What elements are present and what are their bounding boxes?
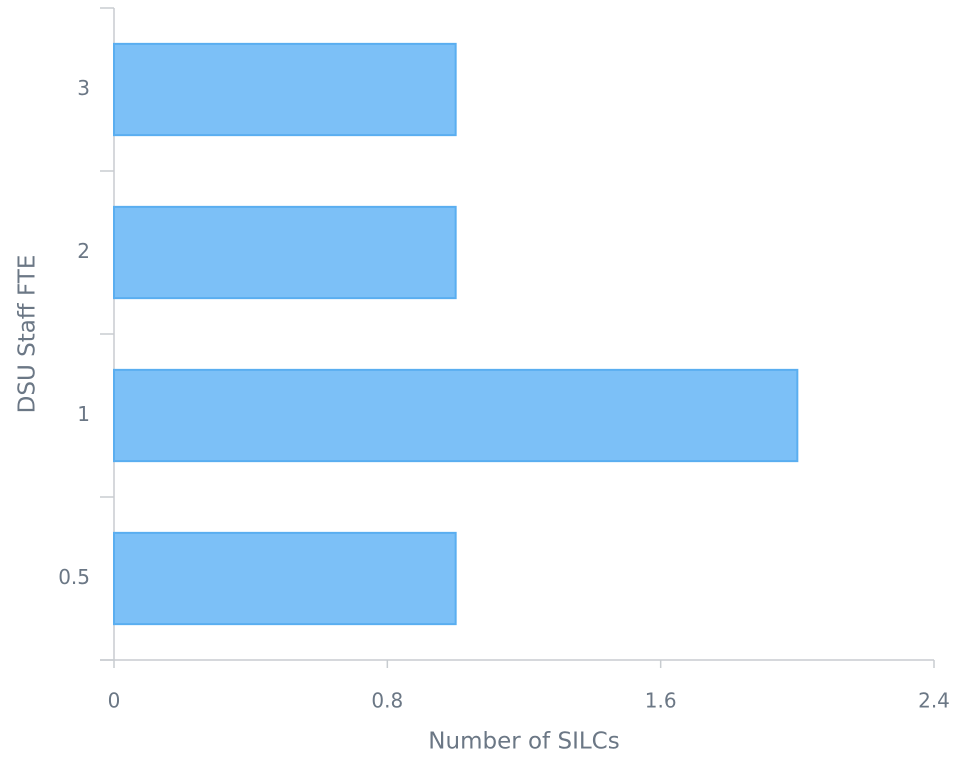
x-tick-label: 1.6 xyxy=(645,689,677,713)
bar xyxy=(113,42,457,137)
bar xyxy=(113,205,457,300)
bar xyxy=(113,368,799,463)
x-tick-label: 2.4 xyxy=(918,689,950,713)
y-tick-label: 0.5 xyxy=(58,565,90,589)
y-tick-label: 1 xyxy=(77,402,90,426)
bar xyxy=(113,531,457,626)
y-tick-label: 2 xyxy=(77,239,90,263)
x-tick-label: 0 xyxy=(108,689,121,713)
x-tick-label: 0.8 xyxy=(371,689,403,713)
y-axis-label: DSU Staff FTE xyxy=(15,255,41,414)
x-axis-label: Number of SILCs xyxy=(428,729,619,755)
y-tick-label: 3 xyxy=(77,76,90,100)
